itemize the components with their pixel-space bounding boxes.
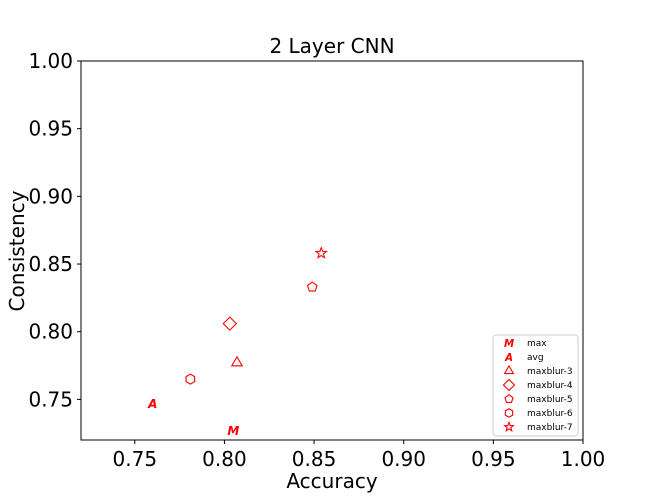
x-axis-ticks: 0.75 0.80 0.85 0.90 0.95 1.00 — [113, 440, 606, 471]
data-point-max: M — [227, 424, 239, 438]
x-tick-label: 0.80 — [202, 447, 247, 471]
svg-text:A: A — [147, 397, 157, 411]
svg-text:M: M — [227, 424, 239, 438]
y-axis-ticks: 0.75 0.80 0.85 0.90 0.95 1.00 — [28, 49, 81, 411]
y-tick-label: 0.85 — [28, 252, 73, 276]
legend-label: avg — [527, 353, 544, 363]
data-point-maxblur-6 — [185, 373, 196, 385]
y-tick-label: 1.00 — [28, 49, 73, 73]
legend-marker-maxblur-3 — [503, 364, 515, 375]
x-axis-label: Accuracy — [286, 469, 377, 493]
data-point-maxblur-7 — [314, 246, 328, 259]
data-point-maxblur-3 — [230, 355, 244, 367]
x-tick-label: 1.00 — [561, 447, 606, 471]
chart-title: 2 Layer CNN — [269, 34, 394, 58]
data-points: MA — [147, 246, 328, 438]
y-tick-label: 0.75 — [28, 387, 73, 411]
legend-marker-maxblur-7 — [503, 420, 515, 433]
legend-marker-maxblur-6 — [504, 408, 514, 418]
y-tick-label: 0.80 — [28, 320, 73, 344]
legend-marker-max: M — [504, 339, 514, 350]
legend-label: maxblur-6 — [527, 409, 573, 419]
legend-label: maxblur-5 — [527, 395, 573, 405]
data-point-maxblur-5 — [306, 281, 318, 292]
legend-marker-maxblur-4 — [502, 378, 516, 392]
legend-label: maxblur-3 — [527, 367, 573, 377]
legend-marker-avg: A — [504, 353, 513, 364]
x-tick-label: 0.95 — [471, 447, 516, 471]
legend-box — [492, 334, 579, 437]
legend-label: max — [527, 339, 547, 349]
data-point-avg: A — [147, 397, 157, 411]
svg-text:A: A — [504, 353, 513, 364]
svg-text:M: M — [504, 339, 514, 350]
x-tick-label: 0.85 — [292, 447, 337, 471]
x-tick-label: 0.90 — [381, 447, 426, 471]
x-tick-label: 0.75 — [113, 447, 158, 471]
legend-marker-maxblur-5 — [504, 394, 514, 403]
legend-label: maxblur-7 — [527, 423, 573, 433]
y-tick-label: 0.90 — [28, 184, 73, 208]
legend-label: maxblur-4 — [527, 381, 573, 391]
data-point-maxblur-4 — [222, 316, 238, 331]
y-axis-label: Consistency — [5, 190, 29, 311]
y-tick-label: 0.95 — [28, 117, 73, 141]
